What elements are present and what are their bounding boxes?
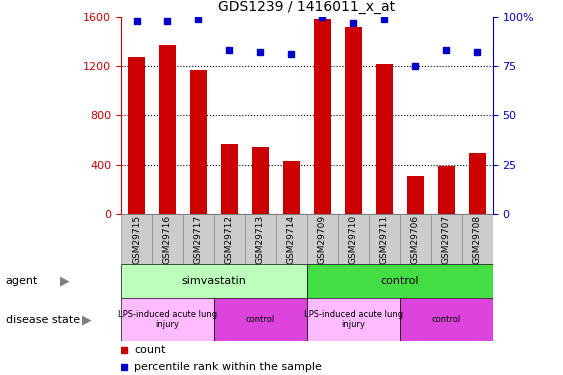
Bar xyxy=(307,298,400,341)
Bar xyxy=(159,45,176,214)
Text: GSM29712: GSM29712 xyxy=(225,214,234,264)
Text: GSM29706: GSM29706 xyxy=(411,214,419,264)
Text: percentile rank within the sample: percentile rank within the sample xyxy=(134,362,322,372)
Bar xyxy=(152,214,183,264)
Text: GSM29717: GSM29717 xyxy=(194,214,203,264)
Text: GSM29715: GSM29715 xyxy=(132,214,141,264)
Bar xyxy=(345,27,362,214)
Bar xyxy=(276,214,307,264)
Bar xyxy=(245,214,276,264)
Bar xyxy=(338,214,369,264)
Text: GSM29709: GSM29709 xyxy=(318,214,327,264)
Text: control: control xyxy=(381,276,419,286)
Bar xyxy=(406,176,424,214)
Text: GSM29714: GSM29714 xyxy=(287,214,296,264)
Text: ▶: ▶ xyxy=(60,275,70,288)
Bar xyxy=(121,214,152,264)
Bar xyxy=(252,147,269,214)
Bar xyxy=(121,264,307,298)
Text: agent: agent xyxy=(6,276,38,286)
Text: GSM29711: GSM29711 xyxy=(380,214,388,264)
Bar xyxy=(128,57,145,214)
Bar xyxy=(376,64,393,214)
Text: GSM29708: GSM29708 xyxy=(473,214,481,264)
Text: GSM29707: GSM29707 xyxy=(442,214,450,264)
Text: GSM29710: GSM29710 xyxy=(349,214,358,264)
Bar xyxy=(214,214,245,264)
Bar xyxy=(437,166,455,214)
Text: disease state: disease state xyxy=(6,315,80,325)
Text: GSM29713: GSM29713 xyxy=(256,214,265,264)
Bar xyxy=(369,214,400,264)
Bar xyxy=(221,144,238,214)
Bar xyxy=(190,70,207,214)
Bar xyxy=(314,20,331,214)
Text: control: control xyxy=(432,315,461,324)
Bar xyxy=(400,214,431,264)
Bar xyxy=(307,214,338,264)
Bar xyxy=(468,153,486,214)
Bar xyxy=(400,298,493,341)
Bar xyxy=(431,214,462,264)
Text: ▶: ▶ xyxy=(82,313,92,326)
Text: control: control xyxy=(246,315,275,324)
Bar xyxy=(307,264,493,298)
Text: LPS-induced acute lung
injury: LPS-induced acute lung injury xyxy=(118,310,217,329)
Title: GDS1239 / 1416011_x_at: GDS1239 / 1416011_x_at xyxy=(218,0,395,15)
Bar xyxy=(121,298,214,341)
Bar xyxy=(214,298,307,341)
Bar xyxy=(183,214,214,264)
Text: simvastatin: simvastatin xyxy=(181,276,247,286)
Bar xyxy=(283,161,300,214)
Text: LPS-induced acute lung
injury: LPS-induced acute lung injury xyxy=(303,310,403,329)
Text: count: count xyxy=(134,345,166,355)
Bar xyxy=(462,214,493,264)
Text: GSM29716: GSM29716 xyxy=(163,214,172,264)
